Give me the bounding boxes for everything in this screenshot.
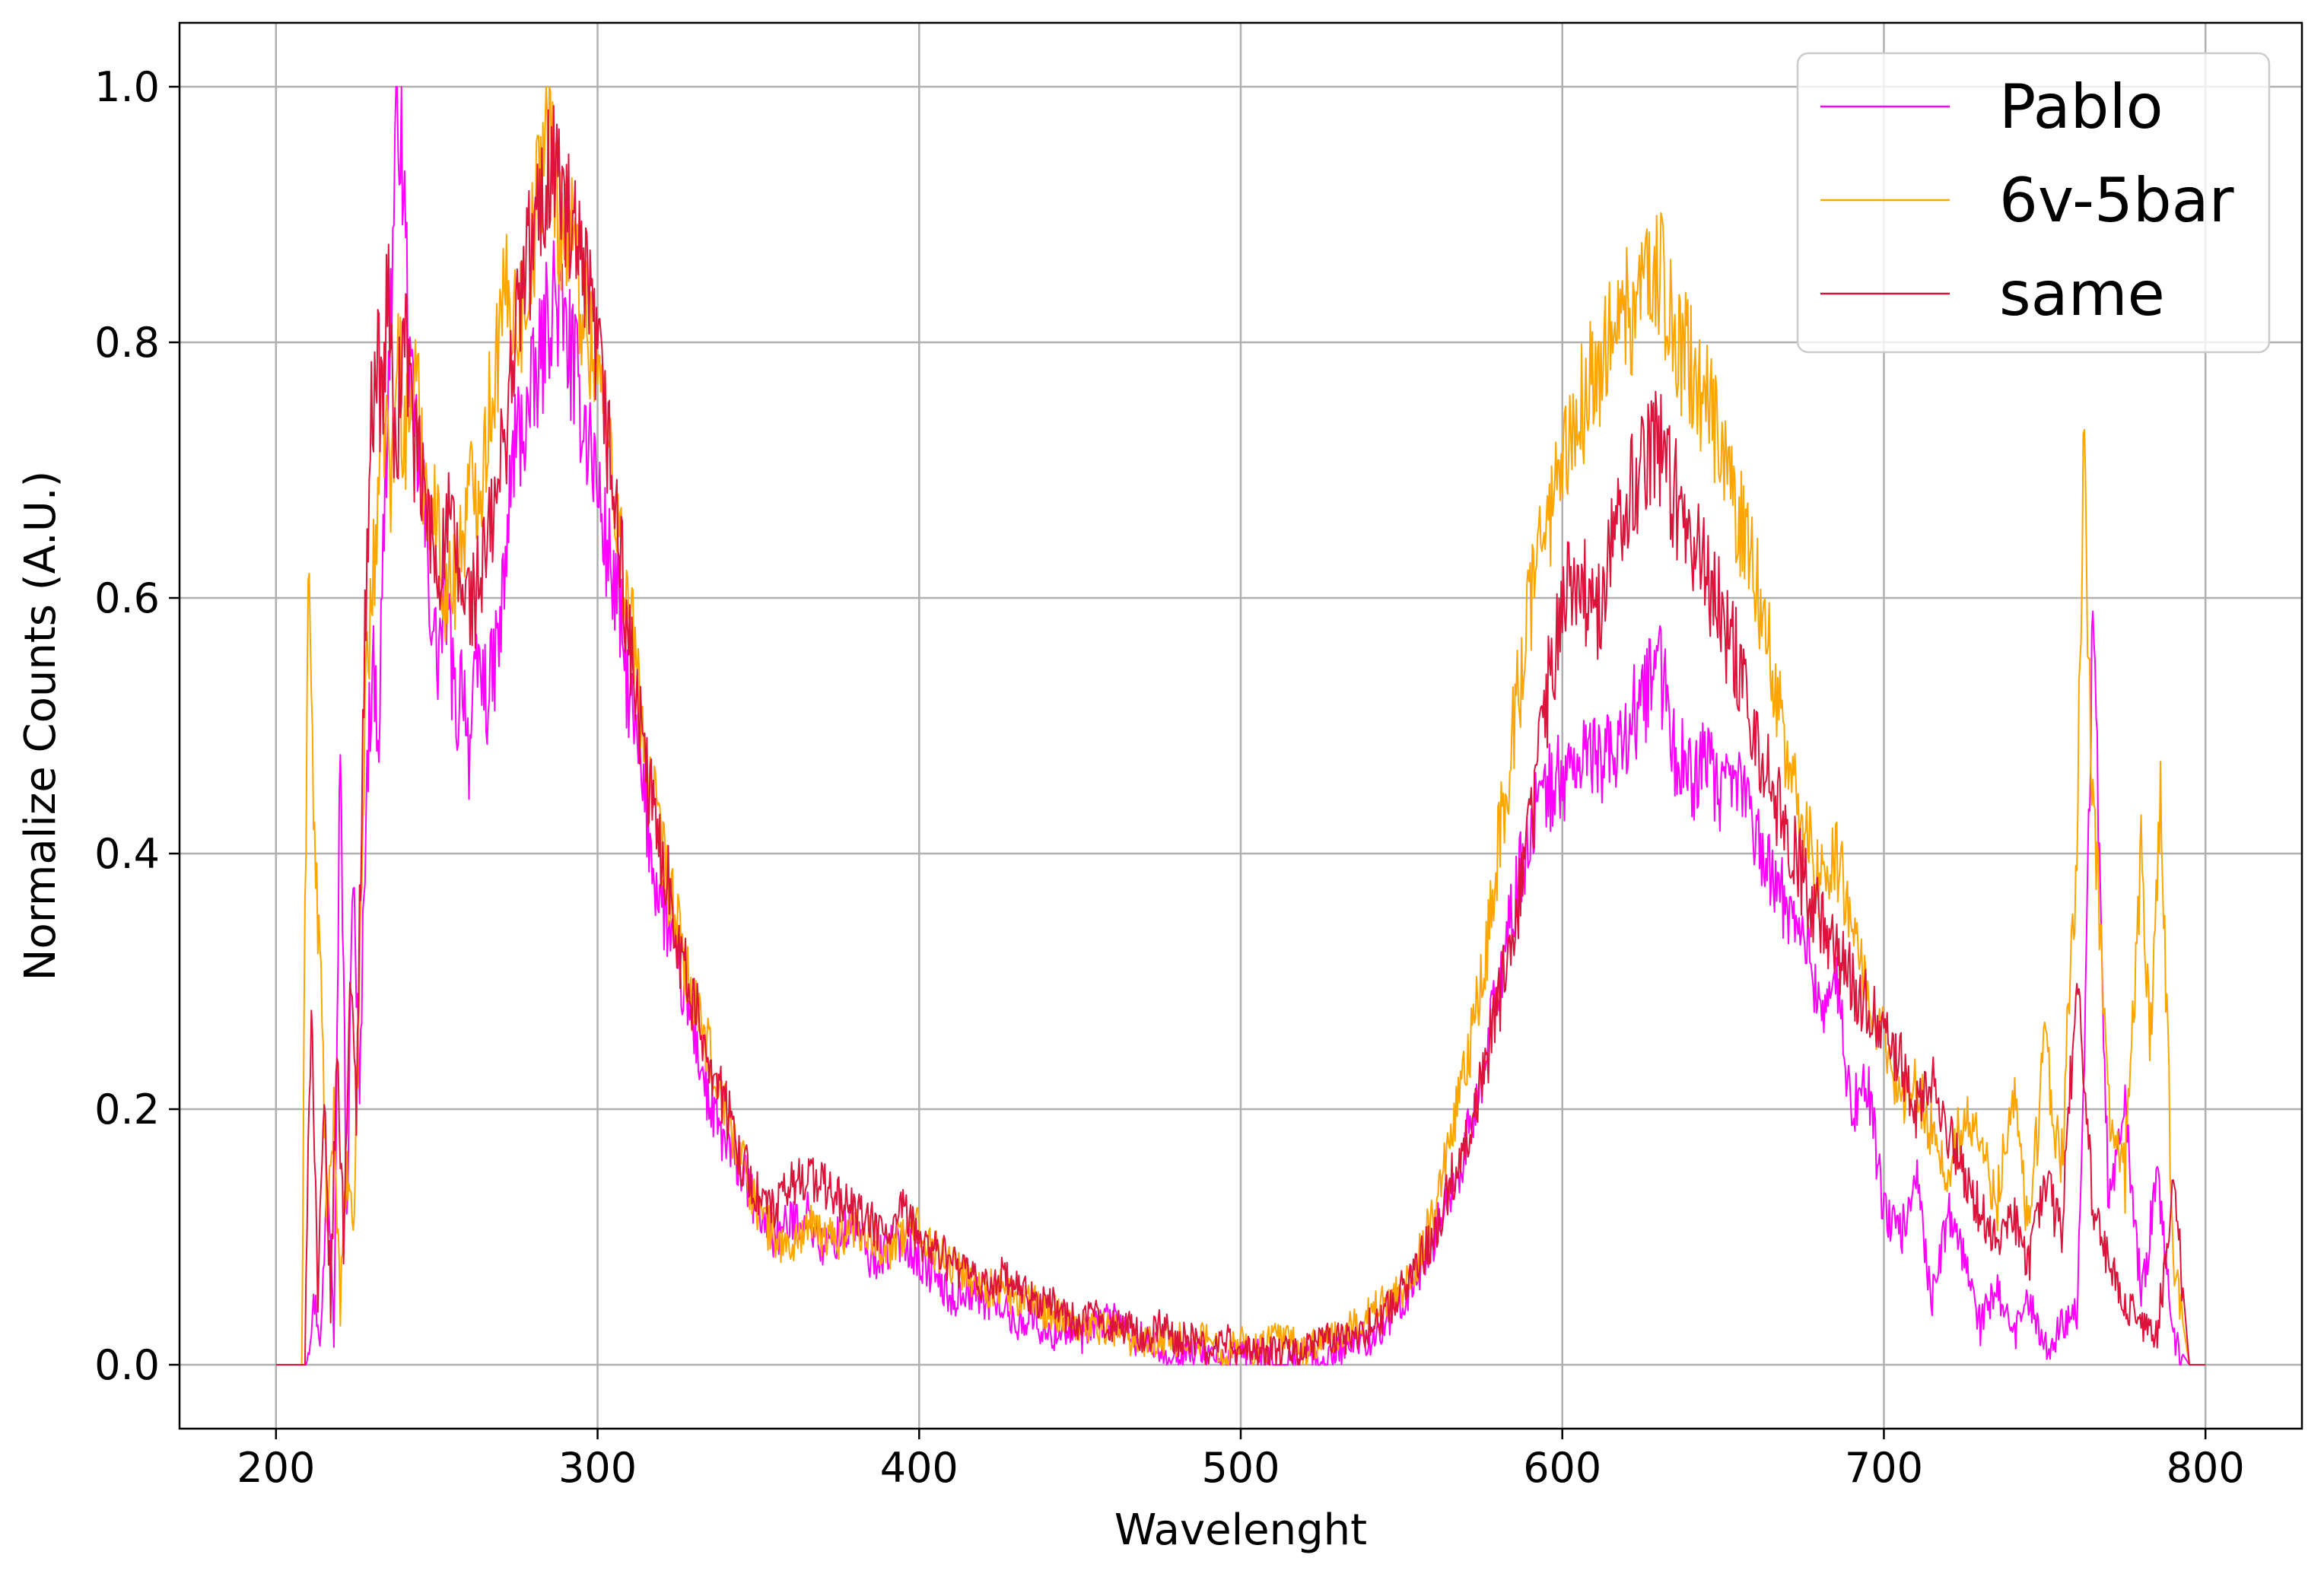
y-tick-label: 0.2 [94,1086,160,1133]
legend-label: Pablo [1999,72,2163,142]
x-tick-label: 500 [1201,1444,1280,1492]
legend-box [1796,52,2271,354]
y-tick-label: 0.8 [94,319,160,367]
x-axis-label: Wavelenght [1114,1505,1367,1555]
x-tick-label: 400 [880,1444,959,1492]
grid-lines [180,23,2302,1429]
x-tick-label: 800 [2167,1444,2245,1492]
x-axis-ticks: 200 300 400 500 600 700 800 [237,1429,2245,1492]
legend-label: same [1999,259,2165,329]
x-tick-label: 600 [1523,1444,1601,1492]
x-tick-label: 300 [558,1444,637,1492]
series-line-pablo [275,86,2206,1366]
y-tick-label: 0.0 [94,1341,160,1389]
series-line-same [275,105,2206,1366]
x-tick-label: 200 [237,1444,315,1492]
y-axis-label: Normalize Counts (A.U.) [16,471,65,981]
legend-label: 6v-5bar [1999,165,2234,236]
legend: Pablo 6v-5bar same [1796,52,2271,354]
y-axis-ticks: 0.0 0.2 0.4 0.6 0.8 1.0 [94,63,180,1389]
series-layer [275,86,2206,1366]
y-tick-label: 1.0 [94,63,160,111]
y-tick-label: 0.4 [94,830,160,878]
y-tick-label: 0.6 [94,574,160,622]
legend-items: Pablo 6v-5bar same [1820,72,2234,329]
x-tick-label: 700 [1845,1444,1923,1492]
